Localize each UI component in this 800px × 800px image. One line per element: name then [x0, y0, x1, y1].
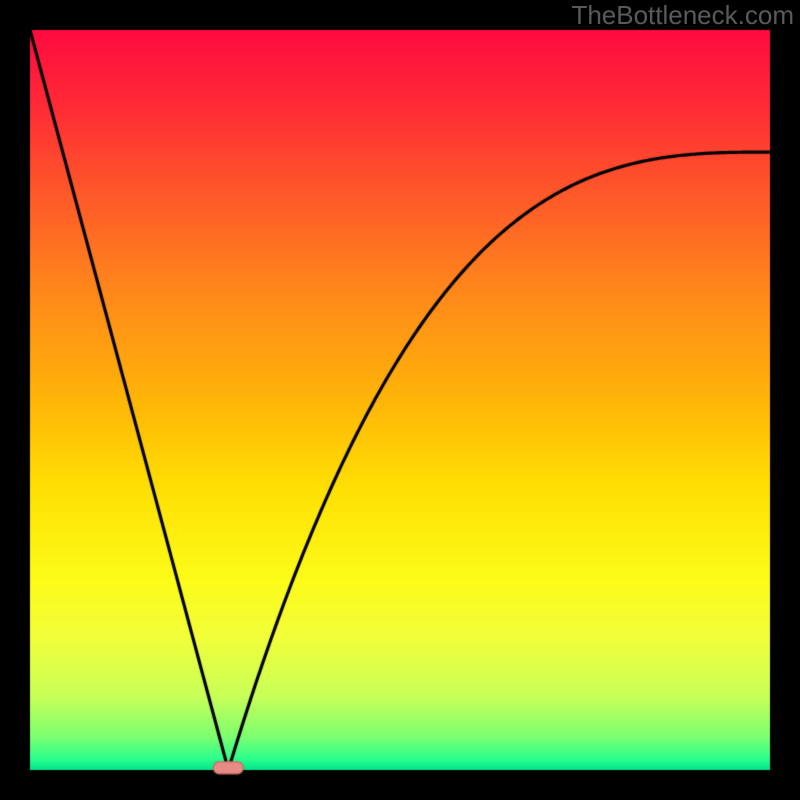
bottleneck-chart-canvas	[0, 0, 800, 800]
chart-container: TheBottleneck.com	[0, 0, 800, 800]
watermark-text: TheBottleneck.com	[571, 0, 794, 31]
